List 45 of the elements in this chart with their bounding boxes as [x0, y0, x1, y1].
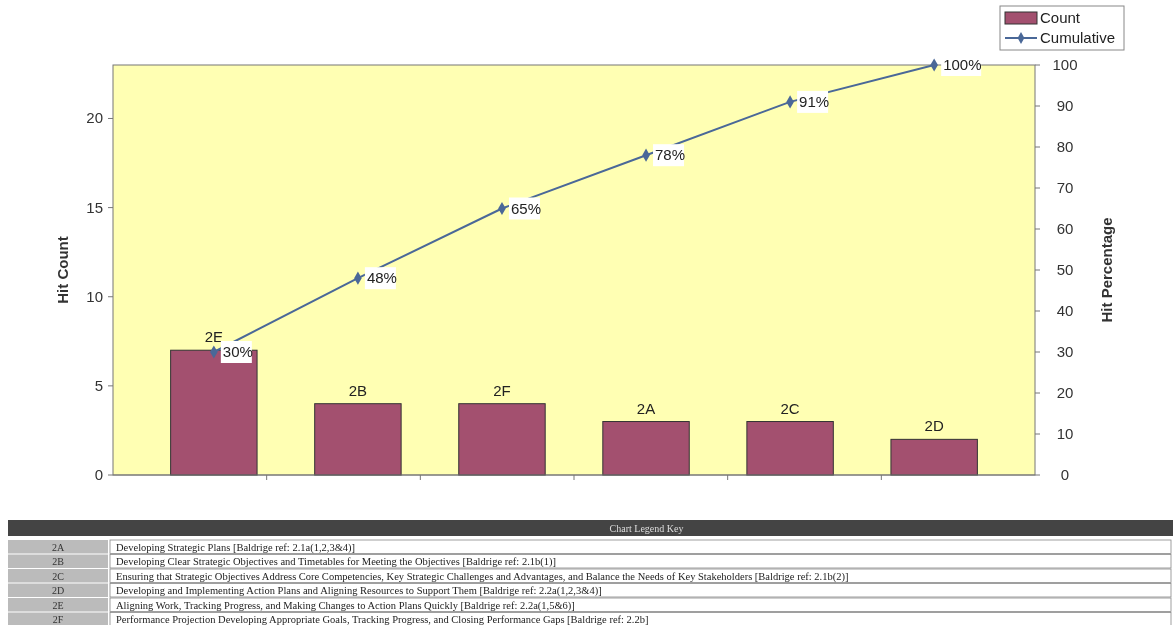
y2-tick-label: 90 [1056, 97, 1074, 114]
bar [314, 403, 402, 476]
bar [170, 349, 258, 476]
data-label: 78% [655, 146, 686, 164]
legend-label: Cumulative [1040, 29, 1116, 46]
y2-tick-label: 50 [1056, 261, 1074, 278]
bar [746, 421, 834, 476]
y2-tick-label: 70 [1056, 179, 1074, 196]
text: 2C [52, 570, 65, 582]
y2-tick-label: 100 [1052, 56, 1078, 73]
data-label: 48% [366, 269, 397, 287]
y2-tick-label: 60 [1056, 220, 1074, 237]
y-tick-label: 20 [86, 109, 103, 127]
bar [890, 438, 978, 476]
y-tick-label: 10 [86, 287, 103, 305]
text: Developing Strategic Plans [Baldrige ref: 2.1a(1,2,3&4)] [116, 541, 356, 554]
y2-tick-label: 20 [1056, 384, 1074, 401]
y-tick-label: 0 [94, 466, 103, 483]
text: Aligning Work, Tracking Progress, and Making Changes to Action Plans Quickly [Baldrige ref: 2.2a(1,5&6)] [116, 599, 575, 612]
text: Developing Clear Strategic Objectives and Timetables for Meeting the Objectives [Baldrige ref: 2.1b(1)] [116, 556, 557, 568]
text: 2A [51, 541, 65, 553]
y2-axis-title: Hit Percentage [1098, 217, 1115, 323]
data-label: 91% [799, 92, 830, 110]
y-axis-title: Hit Count [54, 236, 71, 304]
y-tick-label: 5 [94, 376, 103, 394]
bar [602, 421, 690, 476]
y2-tick-label: 80 [1056, 138, 1074, 155]
text: Performance Projection Developing Appropriate Goals, Tracking Progress, and Closing Performance Gaps [Baldrige ref: 2.2b] [116, 614, 649, 625]
text: 2F [52, 614, 64, 625]
y2-tick-label: 40 [1056, 302, 1074, 319]
y2-tick-label: 30 [1056, 343, 1074, 360]
data-label: 100% [943, 56, 982, 73]
text: 2B [52, 556, 65, 567]
data-label: 30% [222, 343, 253, 360]
y-tick-label: 15 [86, 198, 103, 216]
text: Chart Legend Key [609, 523, 684, 534]
y2-tick-label: 0 [1060, 466, 1070, 483]
data-label: 65% [510, 199, 541, 217]
legend-label: Count [1040, 9, 1081, 26]
text: 2E [52, 599, 64, 611]
y2-tick-label: 10 [1056, 425, 1074, 442]
text: Ensuring that Strategic Objectives Address Core Competencies, Key Strategic Challenges and Advantages, and Balance the Needs of Key Stakeholders [Baldrige ref: 2.1b(2)] [116, 570, 849, 583]
text: 2D [51, 585, 65, 596]
bar [458, 403, 546, 476]
text: Developing and Implementing Action Plans and Aligning Resources to Support Them [Baldrige ref: 2.2a(1,2,3&4)] [116, 585, 602, 597]
